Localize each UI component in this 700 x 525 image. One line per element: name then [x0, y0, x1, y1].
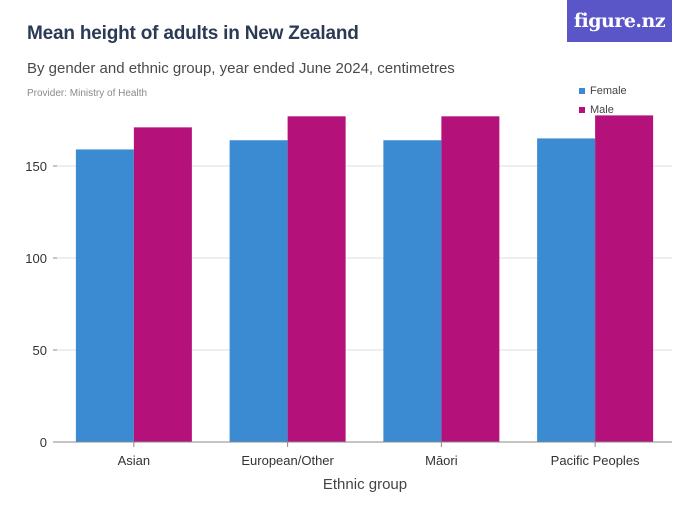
y-tick-label: 0 [40, 435, 47, 450]
bar-male-2[interactable] [441, 116, 500, 442]
bar-female-1[interactable] [229, 140, 288, 443]
y-tick-label: 100 [25, 251, 47, 266]
legend-label-female[interactable]: Female [590, 85, 627, 97]
figure-nz-logo[interactable]: figure.nz [567, 0, 672, 42]
legend-swatch-male [579, 107, 585, 113]
bar-female-0[interactable] [75, 149, 134, 442]
bar-male-1[interactable] [287, 116, 346, 442]
bar-female-2[interactable] [383, 140, 442, 443]
chart-subtitle: By gender and ethnic group, year ended J… [27, 60, 455, 77]
chart-title: Mean height of adults in New Zealand [27, 23, 359, 44]
y-tick-label: 150 [25, 159, 47, 174]
axes: 0 50 100 150 Asian European/Other Māori Pacific… [25, 159, 672, 468]
category-label: Asian [118, 453, 151, 468]
legend-label-male[interactable]: Male [590, 104, 614, 116]
category-label: Pacific Peoples [551, 453, 640, 468]
legend: Female Male [579, 85, 627, 116]
category-label: Māori [425, 453, 458, 468]
y-tick-label: 50 [33, 343, 47, 358]
x-axis-title: Ethnic group [323, 476, 407, 493]
legend-swatch-female [579, 88, 585, 94]
bar-male-3[interactable] [595, 115, 654, 443]
provider-note: Provider: Ministry of Health [27, 88, 148, 99]
bar-female-3[interactable] [537, 138, 596, 442]
bar-male-0[interactable] [133, 127, 192, 443]
bars [75, 115, 654, 443]
category-label: European/Other [241, 453, 334, 468]
